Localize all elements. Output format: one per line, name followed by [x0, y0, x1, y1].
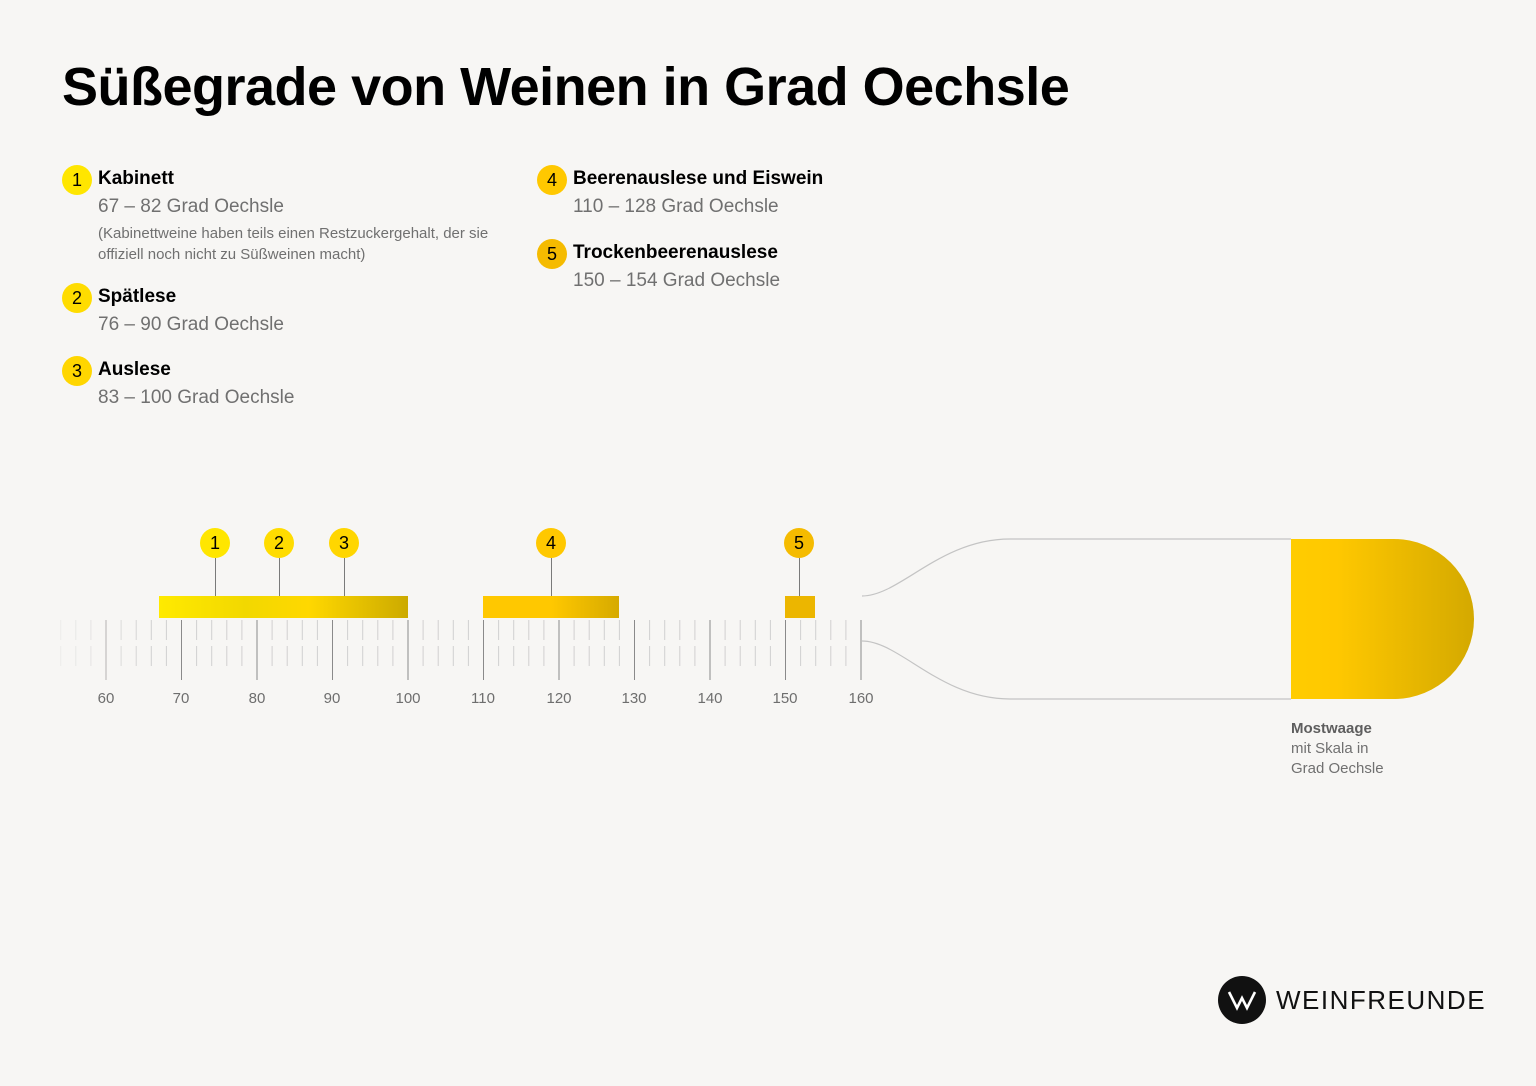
tick-label: 120 — [546, 690, 572, 707]
tick-label: 160 — [848, 690, 874, 707]
tick-label: 150 — [772, 690, 798, 707]
marker-stem-1 — [215, 558, 216, 596]
marker-stem-3 — [344, 558, 345, 596]
marker-badge-1: 1 — [200, 528, 230, 558]
legend-range: 83 – 100 Grad Oechsle — [98, 387, 295, 408]
mostwaage-caption: Mostwaage mit Skala in Grad Oechsle — [1291, 719, 1384, 779]
marker-stem-5 — [799, 558, 800, 596]
badge-1: 1 — [62, 165, 92, 195]
tick-label: 60 — [97, 690, 115, 707]
marker-stem-2 — [279, 558, 280, 596]
legend-name: Kabinett — [98, 168, 174, 189]
bar-beerenauslese — [483, 596, 619, 618]
tick-label: 100 — [395, 690, 421, 707]
page-title: Süßegrade von Weinen in Grad Oechsle — [62, 57, 1070, 117]
badge-3: 3 — [62, 356, 92, 386]
caption-line: Grad Oechsle — [1291, 760, 1384, 777]
tick-label: 130 — [621, 690, 647, 707]
logo-w-icon — [1218, 976, 1266, 1024]
badge-4: 4 — [537, 165, 567, 195]
caption-line: mit Skala in — [1291, 740, 1369, 757]
legend-name: Beerenauslese und Eiswein — [573, 168, 824, 189]
marker-badge-2: 2 — [264, 528, 294, 558]
bar-trockenbeerenauslese — [785, 596, 815, 618]
tick-label: 90 — [323, 690, 341, 707]
legend-name: Trockenbeerenauslese — [573, 242, 778, 263]
legend-range: 110 – 128 Grad Oechsle — [573, 196, 779, 217]
legend-note: (Kabinettweine haben teils einen Restzuc… — [98, 225, 489, 263]
logo-text: WEINFREUNDE — [1276, 984, 1487, 1015]
weinfreunde-logo: WEINFREUNDE — [1218, 976, 1486, 1024]
legend-range: 76 – 90 Grad Oechsle — [98, 314, 284, 335]
tick-label: 140 — [697, 690, 723, 707]
legend-range: 67 – 82 Grad Oechsle — [98, 196, 284, 217]
caption-title: Mostwaage — [1291, 720, 1372, 737]
marker-badge-4: 4 — [536, 528, 566, 558]
legend-name: Spätlese — [98, 286, 177, 307]
badge-5: 5 — [537, 239, 567, 269]
tick-label: 110 — [471, 690, 495, 707]
mostwaage-bulb — [1291, 539, 1474, 699]
tick-label: 80 — [248, 690, 266, 707]
marker-stem-4 — [551, 558, 552, 596]
marker-badge-3: 3 — [329, 528, 359, 558]
legend-name: Auslese — [98, 359, 171, 380]
tick-label: 70 — [172, 690, 190, 707]
bar-kabinett-spaetlese-auslese — [159, 596, 408, 618]
marker-badge-5: 5 — [784, 528, 814, 558]
badge-2: 2 — [62, 283, 92, 313]
legend-range: 150 – 154 Grad Oechsle — [573, 270, 781, 291]
